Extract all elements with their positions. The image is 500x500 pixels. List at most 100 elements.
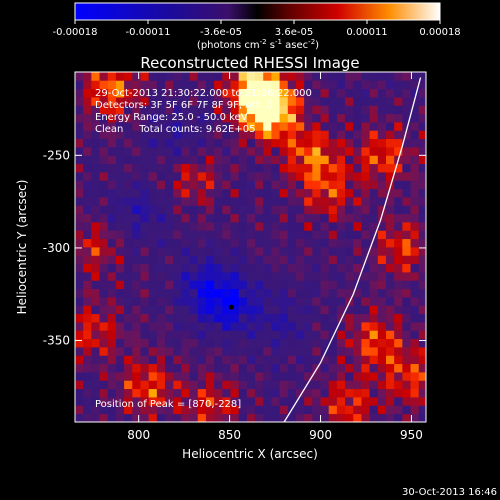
heatmap-cell xyxy=(402,313,411,323)
heatmap-cell xyxy=(107,113,117,123)
heatmap-cell xyxy=(238,280,248,290)
heatmap-cell xyxy=(165,372,174,381)
heatmap-cell xyxy=(304,80,313,90)
heatmap-cell xyxy=(205,347,215,356)
heatmap-cell xyxy=(320,172,330,181)
heatmap-cell xyxy=(255,230,264,240)
heatmap-cell xyxy=(205,255,215,265)
heatmap-cell xyxy=(263,97,272,106)
heatmap-cell xyxy=(173,197,182,206)
heatmap-cell xyxy=(214,155,223,165)
heatmap-cell xyxy=(394,130,403,140)
heatmap-cell xyxy=(361,197,371,206)
heatmap-cell xyxy=(230,72,240,81)
heatmap-cell xyxy=(222,297,231,306)
unit-part-2: s xyxy=(267,40,275,51)
heatmap-cell xyxy=(107,380,117,390)
heatmap-cell xyxy=(238,230,248,240)
heatmap-cell xyxy=(165,363,174,373)
heatmap-cell xyxy=(287,88,297,98)
y-tick-label: -300 xyxy=(43,241,70,255)
heatmap-cell xyxy=(230,372,240,381)
heatmap-cell xyxy=(328,205,338,215)
heatmap-cell xyxy=(271,247,280,256)
heatmap-cell xyxy=(394,313,403,323)
heatmap-cell xyxy=(263,88,272,98)
heatmap-cell xyxy=(156,380,166,390)
heatmap-cell xyxy=(418,297,426,306)
heatmap-cell xyxy=(197,188,207,198)
heatmap-cell xyxy=(214,272,223,281)
heatmap-cell xyxy=(353,322,362,331)
heatmap-cell xyxy=(115,255,125,265)
heatmap-cell xyxy=(124,205,133,215)
heatmap-cell xyxy=(214,80,223,90)
heatmap-cell xyxy=(156,263,166,273)
heatmap-cell xyxy=(140,288,150,298)
heatmap-cell xyxy=(361,388,371,398)
heatmap-cell xyxy=(410,355,420,365)
heatmap-cell xyxy=(394,163,403,173)
heatmap-cell xyxy=(75,205,84,215)
heatmap-cell xyxy=(353,72,362,81)
heatmap-cell xyxy=(312,288,321,298)
heatmap-cell xyxy=(148,363,158,373)
heatmap-cell xyxy=(345,413,354,422)
heatmap-cell xyxy=(246,397,256,406)
heatmap-cell xyxy=(369,97,379,106)
heatmap-cell xyxy=(197,72,207,81)
heatmap-cell xyxy=(410,147,420,156)
heatmap-cell xyxy=(75,155,84,165)
heatmap-cell xyxy=(99,147,109,156)
heatmap-cell xyxy=(304,247,313,256)
heatmap-cell xyxy=(99,247,109,256)
heatmap-cell xyxy=(124,388,133,398)
heatmap-cell xyxy=(189,80,199,90)
heatmap-cell xyxy=(377,272,387,281)
heatmap-cell xyxy=(394,88,403,98)
heatmap-cell xyxy=(345,238,354,248)
heatmap-cell xyxy=(238,313,248,323)
heatmap-cell xyxy=(353,363,362,373)
heatmap-cell xyxy=(181,130,190,140)
heatmap-cell xyxy=(75,197,84,206)
heatmap-cell xyxy=(418,197,426,206)
heatmap-cell xyxy=(246,113,256,123)
heatmap-cell xyxy=(230,272,240,281)
heatmap-cell xyxy=(99,280,109,290)
heatmap-cell xyxy=(402,238,411,248)
heatmap-cell xyxy=(197,288,207,298)
heatmap-cell xyxy=(222,180,231,190)
heatmap-cell xyxy=(91,388,100,398)
heatmap-cell xyxy=(255,305,264,315)
heatmap-cell xyxy=(124,363,133,373)
heatmap-cell xyxy=(148,305,158,315)
heatmap-cell xyxy=(148,313,158,323)
heatmap-cell xyxy=(140,238,150,248)
heatmap-cell xyxy=(255,113,264,123)
heatmap-cell xyxy=(312,122,321,131)
colorbar-tick-label: -0.00018 xyxy=(53,27,98,38)
heatmap-cell xyxy=(181,113,190,123)
heatmap-cell xyxy=(173,105,182,115)
heatmap-cell xyxy=(271,138,280,148)
heatmap-cell xyxy=(83,172,92,181)
heatmap-cell xyxy=(222,305,231,315)
heatmap-cell xyxy=(99,380,109,390)
heatmap-cell xyxy=(181,263,190,273)
heatmap-cell xyxy=(91,205,100,215)
heatmap-cell xyxy=(83,388,92,398)
heatmap-cell xyxy=(107,322,117,331)
heatmap-cell xyxy=(181,72,190,81)
heatmap-cell xyxy=(99,238,109,248)
heatmap-cell xyxy=(279,113,289,123)
heatmap-cell xyxy=(165,338,174,348)
heatmap-cell xyxy=(148,338,158,348)
heatmap-cell xyxy=(99,205,109,215)
heatmap-cell xyxy=(222,397,231,406)
unit-exp-2: -1 xyxy=(275,38,282,46)
heatmap-cell xyxy=(238,322,248,331)
heatmap-cell xyxy=(197,405,207,415)
heatmap-cell xyxy=(353,372,362,381)
heatmap-cell xyxy=(377,147,387,156)
